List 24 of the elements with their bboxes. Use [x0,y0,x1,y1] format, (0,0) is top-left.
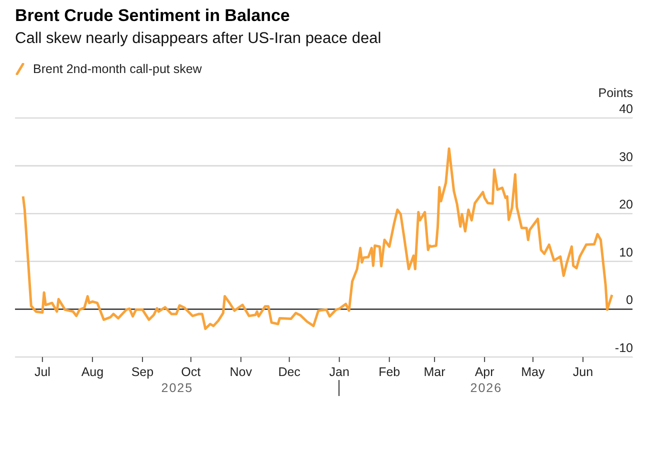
x-tick-label: Sep [131,365,154,379]
x-tick-label: Apr [474,365,494,379]
x-tick-label: Nov [230,365,253,379]
x-tick-label: May [521,365,546,379]
x-tick-label: Oct [181,365,202,379]
y-axis-title: Points [598,86,633,100]
chart-subtitle: Call skew nearly disappears after US-Iran peace deal [15,30,382,48]
y-tick-label: 10 [619,245,634,260]
legend-label: Brent 2nd-month call-put skew [33,62,202,76]
x-tick-label: Feb [378,365,400,379]
y-tick-label: 20 [619,198,634,212]
x-tick-label: Dec [278,365,300,379]
y-tick-label: 30 [619,150,634,164]
chart-title: Brent Crude Sentiment in Balance [15,6,290,26]
x-tick-label: Mar [424,365,446,379]
x-tick-label: Jan [329,365,350,379]
text: 2025 [160,381,194,395]
y-tick-label: 0 [626,293,634,308]
x-tick-label: Jun [572,365,594,379]
y-tick-label: 40 [619,102,634,116]
x-tick-label: Jul [34,365,50,379]
text: 2026 [469,381,504,395]
y-tick-label: -10 [614,341,634,355]
x-tick-label: Aug [81,365,104,379]
